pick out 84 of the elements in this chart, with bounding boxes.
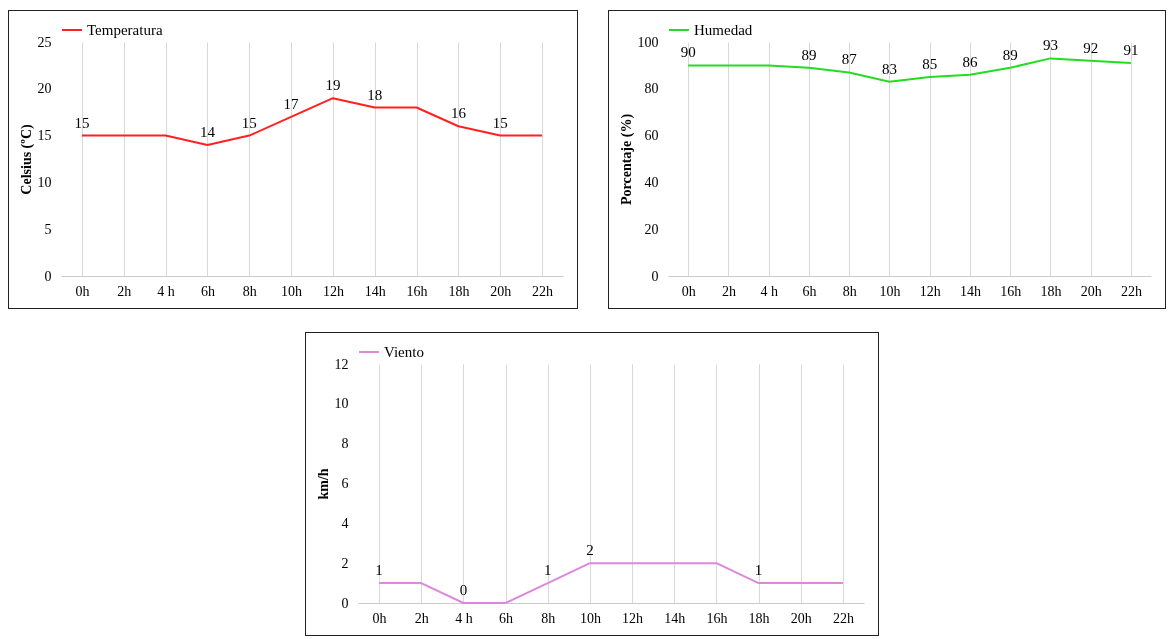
x-tick-label: 8h — [842, 283, 857, 299]
y-tick-label: 15 — [37, 128, 52, 144]
data-label: 87 — [841, 51, 858, 68]
data-label: 89 — [1002, 46, 1018, 63]
x-tick-label: 20h — [1080, 283, 1102, 299]
data-label: 15 — [492, 114, 508, 131]
y-tick-label: 5 — [44, 221, 52, 237]
y-tick-label: 60 — [644, 128, 659, 144]
data-label: 1 — [754, 562, 763, 579]
data-label: 1 — [375, 562, 383, 579]
x-tick-label: 0h — [681, 283, 696, 299]
x-tick-label: 6h — [200, 283, 215, 299]
x-tick-label: 22h — [1120, 283, 1142, 299]
x-tick-label: 12h — [622, 610, 644, 626]
x-tick-label: 4 h — [760, 283, 778, 299]
y-axis-title: km/h — [315, 468, 331, 500]
x-tick-label: 14h — [664, 610, 686, 626]
y-tick-label: 80 — [644, 81, 659, 97]
legend-label: Humedad — [694, 22, 753, 38]
y-tick-label: 20 — [644, 221, 659, 237]
data-label: 19 — [325, 77, 341, 94]
data-label: 18 — [367, 86, 383, 103]
y-tick-label: 8 — [341, 436, 349, 452]
x-tick-label: 18h — [1040, 283, 1062, 299]
data-label: 91 — [1123, 42, 1139, 59]
data-label: 17 — [283, 95, 300, 112]
x-tick-label: 10h — [281, 283, 303, 299]
x-tick-label: 2h — [117, 283, 132, 299]
y-tick-label: 6 — [341, 476, 349, 491]
data-label: 14 — [199, 123, 216, 140]
y-tick-label: 0 — [341, 595, 349, 611]
y-axis-title: Porcentaje (%) — [618, 113, 635, 206]
y-axis-title: Celsius (ºC) — [18, 123, 35, 195]
y-tick-label: 25 — [37, 34, 52, 50]
y-tick-label: 4 — [341, 515, 349, 531]
x-tick-label: 0h — [372, 610, 387, 626]
x-tick-label: 22h — [532, 283, 554, 299]
data-label: 1 — [544, 562, 552, 579]
y-tick-label: 10 — [37, 174, 52, 190]
data-label: 85 — [922, 56, 938, 73]
x-tick-label: 8h — [242, 283, 257, 299]
data-label: 16 — [450, 105, 467, 122]
y-tick-label: 10 — [334, 396, 349, 412]
x-tick-label: 4 h — [157, 283, 175, 299]
x-tick-label: 12h — [322, 283, 344, 299]
legend-label: Temperatura — [87, 22, 163, 38]
y-tick-label: 100 — [637, 34, 659, 50]
x-tick-label: 12h — [919, 283, 941, 299]
data-label: 93 — [1042, 37, 1058, 54]
x-tick-label: 2h — [414, 610, 429, 626]
data-label: 90 — [680, 44, 696, 61]
x-tick-label: 2h — [721, 283, 736, 299]
x-tick-label: 16h — [1000, 283, 1022, 299]
x-tick-label: 6h — [499, 610, 514, 626]
y-tick-label: 12 — [334, 356, 349, 372]
x-tick-label: 16h — [406, 283, 428, 299]
x-tick-label: 0h — [75, 283, 90, 299]
legend-label: Viento — [384, 344, 424, 360]
x-tick-label: 6h — [802, 283, 817, 299]
y-tick-label: 0 — [651, 268, 659, 284]
y-tick-label: 2 — [341, 555, 349, 571]
x-tick-label: 22h — [832, 610, 854, 626]
x-tick-label: 14h — [959, 283, 981, 299]
data-label: 86 — [962, 53, 978, 70]
y-tick-label: 0 — [44, 268, 52, 284]
data-label: 2 — [586, 542, 594, 559]
x-tick-label: 18h — [748, 610, 770, 626]
x-tick-label: 16h — [706, 610, 728, 626]
x-tick-label: 18h — [448, 283, 470, 299]
y-tick-label: 40 — [644, 174, 659, 190]
x-tick-label: 14h — [364, 283, 386, 299]
data-label: 89 — [801, 46, 817, 63]
data-label: 92 — [1083, 39, 1099, 56]
x-tick-label: 20h — [790, 610, 812, 626]
x-tick-label: 20h — [490, 283, 512, 299]
data-label: 0 — [459, 582, 468, 598]
x-tick-label: 10h — [879, 283, 901, 299]
data-label: 15 — [74, 114, 90, 131]
x-tick-label: 10h — [579, 610, 601, 626]
data-label: 15 — [241, 114, 257, 131]
data-label: 83 — [881, 60, 897, 77]
y-tick-label: 20 — [37, 81, 52, 97]
x-tick-label: 8h — [541, 610, 556, 626]
x-tick-label: 4 h — [455, 610, 473, 626]
